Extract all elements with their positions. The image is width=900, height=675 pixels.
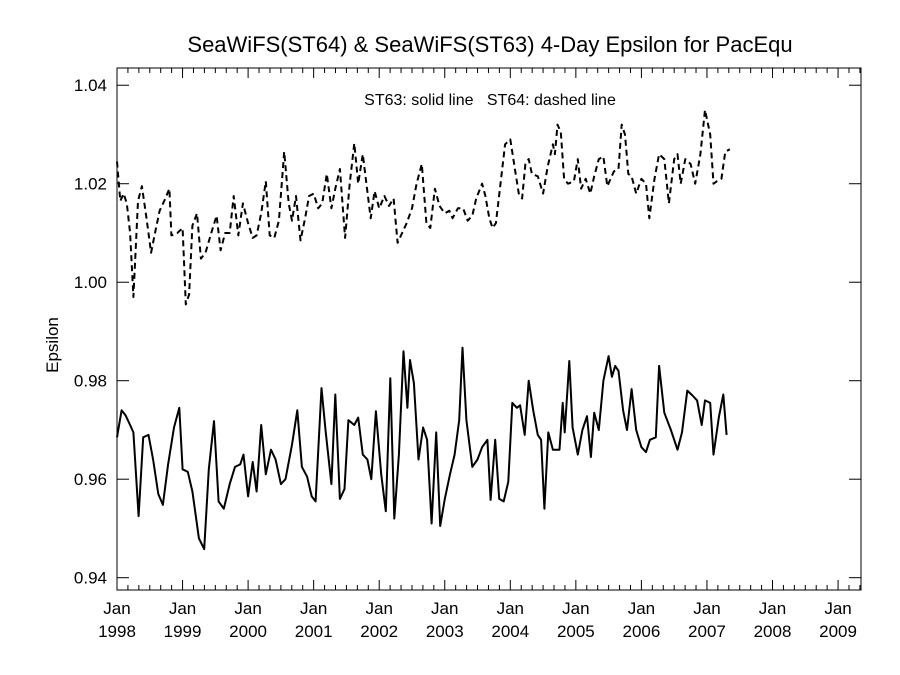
x-tick-month: Jan xyxy=(300,599,327,618)
y-tick-label: 1.02 xyxy=(74,175,107,194)
x-tick-year: 2003 xyxy=(426,622,464,641)
x-tick-year: 2004 xyxy=(491,622,529,641)
x-tick-month: Jan xyxy=(103,599,130,618)
y-tick-label: 0.94 xyxy=(74,569,107,588)
y-tick-label: 1.00 xyxy=(74,273,107,292)
series-line-st64 xyxy=(116,108,731,306)
x-tick-month: Jan xyxy=(562,599,589,618)
x-tick-year: 1999 xyxy=(164,622,202,641)
x-tick-year: 2007 xyxy=(688,622,726,641)
series-layer xyxy=(116,108,731,551)
series-annotation: ST63: solid line ST64: dashed line xyxy=(364,92,616,109)
plot-frame xyxy=(116,67,862,591)
x-tick-year: 2005 xyxy=(557,622,595,641)
x-tick-month: Jan xyxy=(693,599,720,618)
y-tick-label: 1.04 xyxy=(74,76,107,95)
chart-title: SeaWiFS(ST64) & SeaWiFS(ST63) 4-Day Epsi… xyxy=(187,32,792,57)
x-tick-year: 2006 xyxy=(622,622,660,641)
x-tick-month: Jan xyxy=(234,599,261,618)
x-tick-month: Jan xyxy=(169,599,196,618)
y-axis-label: Epsilon xyxy=(43,317,62,373)
x-tick-year: 2008 xyxy=(754,622,792,641)
y-tick-label: 0.98 xyxy=(74,372,107,391)
x-tick-month: Jan xyxy=(365,599,392,618)
x-axis: Jan 1998 Jan 1999 Jan 2000 Jan 2001 Jan 2002 Jan 20… xyxy=(98,68,861,641)
x-tick-year: 2000 xyxy=(229,622,267,641)
x-tick-month: Jan xyxy=(759,599,786,618)
x-tick-year: 1998 xyxy=(98,622,136,641)
x-tick-month: Jan xyxy=(628,599,655,618)
x-tick-month: Jan xyxy=(824,599,851,618)
x-tick-month: Jan xyxy=(431,599,458,618)
y-axis: 0.94 0.96 0.98 1.00 1.02 1.04 xyxy=(74,76,861,588)
y-tick-label: 0.96 xyxy=(74,470,107,489)
x-tick-year: 2009 xyxy=(819,622,857,641)
series-line-st63 xyxy=(116,346,728,551)
x-tick-month: Jan xyxy=(497,599,524,618)
x-tick-year: 2001 xyxy=(295,622,333,641)
x-tick-year: 2002 xyxy=(360,622,398,641)
